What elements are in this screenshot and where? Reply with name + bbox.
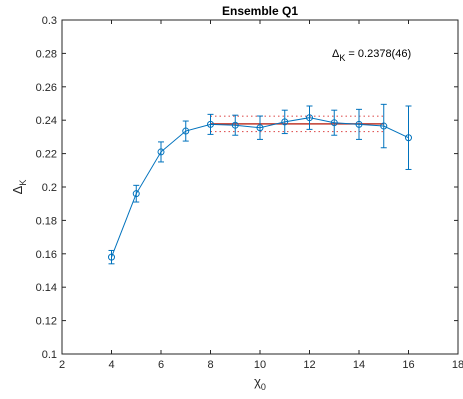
x-tick-label: 6 <box>158 359 164 371</box>
y-tick-label: 0.14 <box>36 282 57 294</box>
fit-annotation-main: Δ <box>332 48 340 60</box>
chart-title: Ensemble Q1 <box>222 4 298 18</box>
data-point <box>256 124 264 132</box>
data-point <box>306 114 313 122</box>
x-axis-label: χ0 <box>254 374 266 392</box>
fit-annotation: ΔK = 0.2378(46) <box>332 48 411 63</box>
y-tick-label: 0.18 <box>36 215 57 227</box>
data-point <box>182 127 190 135</box>
y-tick-label: 0.12 <box>36 316 57 328</box>
y-tick-label: 0.26 <box>36 82 57 94</box>
x-tick-label: 18 <box>452 359 463 371</box>
x-tick-label: 14 <box>353 359 365 371</box>
y-tick-label: 0.1 <box>42 349 57 361</box>
data-point <box>207 120 214 128</box>
x-tick-label: 10 <box>254 359 266 371</box>
y-tick-label: 0.16 <box>36 249 57 261</box>
y-tick-label: 0.3 <box>42 15 57 27</box>
x-tick-label: 16 <box>402 359 414 371</box>
x-tick-label: 12 <box>303 359 315 371</box>
data-point <box>157 148 165 156</box>
data-point <box>132 190 140 198</box>
data-point <box>380 122 388 130</box>
y-tick-label: 0.24 <box>36 115 57 127</box>
fit-annotation-value: = 0.2378(46) <box>345 48 411 60</box>
data-point <box>231 121 239 129</box>
data-point <box>108 253 115 261</box>
data-point <box>281 118 289 126</box>
y-tick-label: 0.28 <box>36 48 57 60</box>
data-point <box>355 120 363 128</box>
x-axis-label-main: χ <box>254 374 261 389</box>
y-axis-label: ΔK <box>10 180 28 195</box>
y-axis-label-main: Δ <box>10 185 25 194</box>
data-point <box>330 119 338 127</box>
x-tick-label: 4 <box>108 359 114 371</box>
data-point <box>405 134 412 142</box>
fit-annotation-sub: K <box>339 53 345 63</box>
y-tick-label: 0.22 <box>36 149 57 161</box>
y-tick-label: 0.2 <box>42 182 57 194</box>
x-axis-label-sub: 0 <box>261 382 266 392</box>
plot-area: 2 4 6 8 10 12 14 16 18 0.1 0.12 0.14 0.16 0.18 0.2 0.22… <box>36 15 463 371</box>
x-tick-label: 2 <box>59 359 65 371</box>
x-tick-label: 8 <box>207 359 213 371</box>
plot-frame <box>61 19 459 355</box>
y-axis-label-sub: K <box>18 180 28 186</box>
